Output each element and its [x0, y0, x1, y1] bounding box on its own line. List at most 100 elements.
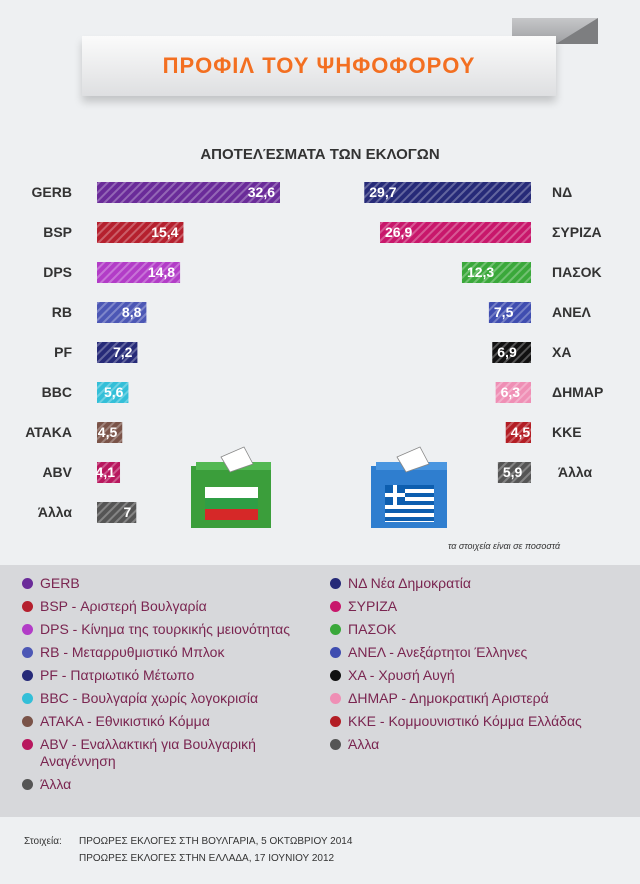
- value-label-gr-3: 7,5: [494, 304, 514, 320]
- category-label-gr-2: ΠΑΣΟΚ: [552, 264, 602, 280]
- bar-bg-texture-8: [97, 502, 137, 523]
- legend-label: ΚΚΕ - Κομμουνιστικό Κόμμα Ελλάδας: [348, 713, 582, 729]
- bar-gr-texture-3: [488, 302, 531, 323]
- category-label-bg-4: PF: [54, 344, 72, 360]
- value-label-gr-0: 29,7: [369, 184, 396, 200]
- legend-item: ΠΑΣΟΚ: [330, 621, 640, 638]
- category-label-bg-8: Άλλα: [38, 504, 73, 520]
- value-label-bg-6: 4,5: [98, 424, 118, 440]
- legend-dot-icon: [22, 601, 33, 612]
- legend-label: ΔΗΜΑΡ - Δημοκρατική Αριστερά: [348, 690, 549, 706]
- election-bar-charts: GERB 32,6 BSP 15,4 DPS 14,8 RB 8,8 PF 7,2 BBC 5,6 ΑΤ…: [25, 182, 603, 528]
- category-label-bg-0: GERB: [32, 184, 72, 200]
- legend-label: DPS - Κίνημα της τουρκικής μειονότητας: [40, 621, 291, 637]
- legend-label: ΑΤΑΚΑ - Εθνικιστικό Κόμμα: [40, 713, 210, 729]
- value-label-bg-4: 7,2: [113, 344, 133, 360]
- legend-item: Άλλα: [330, 736, 640, 753]
- legend-item: DPS - Κίνημα της τουρκικής μειονότητας: [22, 621, 322, 638]
- source-line-bulgaria: ΠΡΟΩΡΕΣ ΕΚΛΟΓΕΣ ΣΤΗ ΒΟΥΛΓΑΡΙΑ, 5 ΟΚΤΩΒΡΙ…: [79, 836, 353, 847]
- legend-item: ΑΝΕΛ - Ανεξάρτητοι Έλληνες: [330, 644, 640, 661]
- bar-bg-texture-1: [97, 222, 184, 243]
- category-label-gr-0: ΝΔ: [552, 184, 572, 200]
- category-label-gr-5: ΔΗΜΑΡ: [552, 384, 603, 400]
- percent-note: τα στοιχεία είναι σε ποσοστά: [448, 541, 561, 551]
- legend-label: ABV - Εναλλακτική για Βουλγαρική Αναγένν…: [40, 736, 256, 769]
- legend-dot-icon: [22, 779, 33, 790]
- value-label-gr-4: 6,9: [497, 344, 517, 360]
- legend-dot-icon: [330, 578, 341, 589]
- bar-bg-texture-7: [97, 462, 121, 483]
- legend-dot-icon: [22, 578, 33, 589]
- legend-item: ΝΔ Νέα Δημοκρατία: [330, 575, 640, 592]
- legend-dot-icon: [330, 693, 341, 704]
- category-label-bg-2: DPS: [43, 264, 72, 280]
- value-label-bg-3: 8,8: [122, 304, 142, 320]
- value-label-bg-2: 14,8: [148, 264, 175, 280]
- bar-gr-texture-7: [497, 462, 531, 483]
- legend-label: BBC - Βουλγαρία χωρίς λογοκρισία: [40, 690, 259, 706]
- legend-item: ΑΤΑΚΑ - Εθνικιστικό Κόμμα: [22, 713, 322, 730]
- legend-item: ABV - Εναλλακτική για Βουλγαρική Αναγένν…: [22, 736, 322, 770]
- legend-bulgaria: GERB BSP - Αριστερή Βουλγαρία DPS - Κίνημα…: [22, 575, 322, 799]
- source-label: Στοιχεία:: [24, 836, 62, 847]
- category-label-gr-7: Άλλα: [558, 464, 593, 480]
- bar-gr-texture-4: [492, 342, 531, 363]
- legend-label: ΧΑ - Χρυσή Αυγή: [348, 667, 455, 683]
- value-label-gr-6: 4,5: [511, 424, 531, 440]
- legend-label: PF - Πατριωτικό Μέτωπο: [40, 667, 195, 683]
- legend-dot-icon: [330, 716, 341, 727]
- legend-label: ΑΝΕΛ - Ανεξάρτητοι Έλληνες: [348, 644, 528, 660]
- category-label-bg-5: BBC: [42, 384, 72, 400]
- legend-dot-icon: [330, 624, 341, 635]
- legend-dot-icon: [330, 647, 341, 658]
- value-label-gr-7: 5,9: [503, 464, 523, 480]
- value-label-bg-5: 5,6: [104, 384, 124, 400]
- greece-ballot-box-icon: [371, 446, 447, 528]
- legend-dot-icon: [22, 739, 33, 750]
- bar-bg-texture-6: [97, 422, 123, 443]
- bar-bg-texture-0: [97, 182, 280, 203]
- chart-subtitle: ΑΠΟΤΕΛΈΣΜΑΤΑ ΤΩΝ ΕΚΛΟΓΩΝ: [200, 146, 440, 163]
- value-label-gr-2: 12,3: [467, 264, 494, 280]
- legend-label: BSP - Αριστερή Βουλγαρία: [40, 598, 207, 614]
- legend-greece: ΝΔ Νέα Δημοκρατία ΣΥΡΙΖΑ ΠΑΣΟΚ ΑΝΕΛ - Ανεξά…: [330, 575, 640, 759]
- value-label-bg-8: 7: [123, 504, 131, 520]
- legend-item: BBC - Βουλγαρία χωρίς λογοκρισία: [22, 690, 322, 707]
- legend-dot-icon: [22, 693, 33, 704]
- legend-item: ΔΗΜΑΡ - Δημοκρατική Αριστερά: [330, 690, 640, 707]
- category-label-bg-3: RB: [52, 304, 72, 320]
- category-label-gr-6: ΚΚΕ: [552, 424, 582, 440]
- value-label-gr-5: 6,3: [501, 384, 521, 400]
- legend-panel: [0, 565, 640, 817]
- category-label-gr-3: ΑΝΕΛ: [552, 304, 592, 320]
- banner-fold: [556, 18, 598, 44]
- value-label-bg-7: 4,1: [96, 464, 116, 480]
- title-banner: ΠΡΟΦΙΛ ΤΟΥ ΨΗΦΟΦΟΡΟΥ: [0, 0, 640, 110]
- legend-dot-icon: [22, 624, 33, 635]
- legend-item: Άλλα: [22, 776, 322, 793]
- page-title: ΠΡΟΦΙΛ ΤΟΥ ΨΗΦΟΦΟΡΟΥ: [162, 53, 476, 78]
- legend-item: PF - Πατριωτικό Μέτωπο: [22, 667, 322, 684]
- bar-gr-texture-2: [461, 262, 531, 283]
- legend-dot-icon: [330, 601, 341, 612]
- bar-bg-texture-3: [97, 302, 147, 323]
- legend-label: ΝΔ Νέα Δημοκρατία: [348, 575, 471, 591]
- legend-item: GERB: [22, 575, 322, 592]
- bar-gr-texture-0: [364, 182, 531, 203]
- bar-gr-texture-1: [379, 222, 531, 243]
- legend-item: ΚΚΕ - Κομμουνιστικό Κόμμα Ελλάδας: [330, 713, 640, 730]
- legend-dot-icon: [22, 647, 33, 658]
- legend-item: ΣΥΡΙΖΑ: [330, 598, 640, 615]
- legend-dot-icon: [330, 670, 341, 681]
- legend-item: BSP - Αριστερή Βουλγαρία: [22, 598, 322, 615]
- legend-label: RB - Μεταρρυθμιστικό Μπλοκ: [40, 644, 225, 660]
- category-label-bg-6: ΑΤΑΚΑ: [25, 424, 72, 440]
- banner-ribbon: ΠΡΟΦΙΛ ΤΟΥ ΨΗΦΟΦΟΡΟΥ: [82, 36, 556, 96]
- value-label-bg-0: 32,6: [248, 184, 275, 200]
- legend-label: Άλλα: [348, 736, 380, 752]
- legend-label: GERB: [40, 575, 80, 591]
- legend-item: RB - Μεταρρυθμιστικό Μπλοκ: [22, 644, 322, 661]
- legend-label: ΠΑΣΟΚ: [348, 621, 397, 637]
- category-label-bg-7: ABV: [42, 464, 72, 480]
- value-label-bg-1: 15,4: [151, 224, 178, 240]
